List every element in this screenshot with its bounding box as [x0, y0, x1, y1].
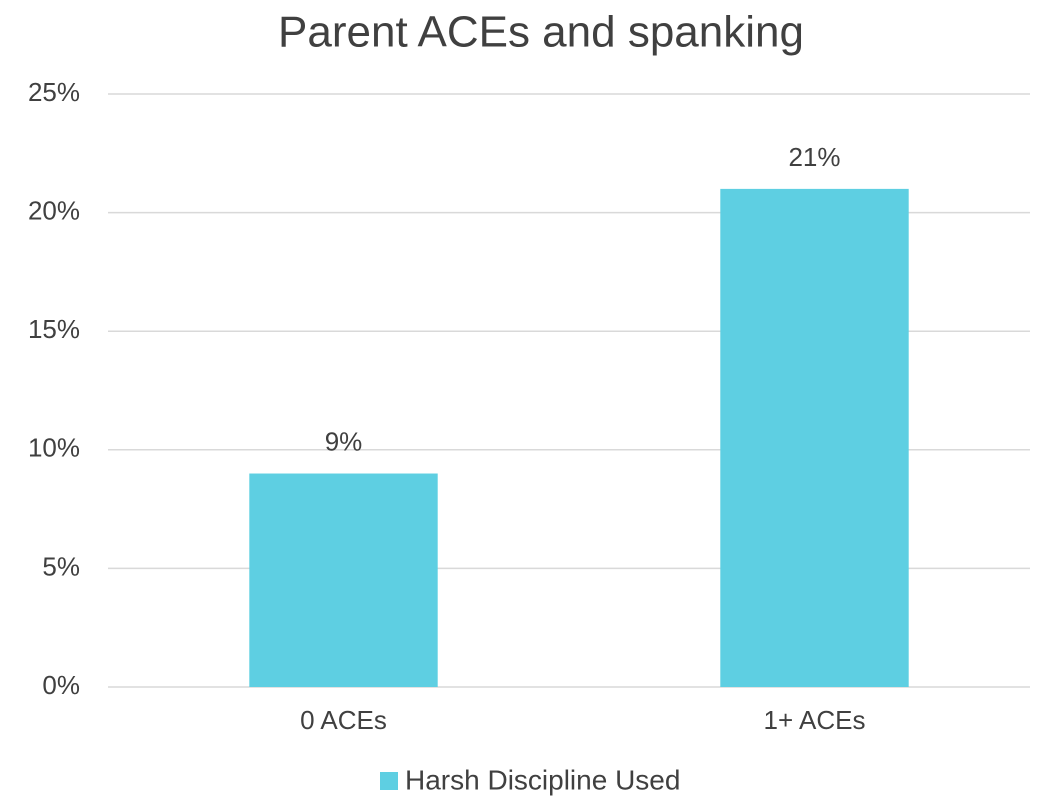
- y-tick-label: 25%: [28, 77, 80, 107]
- data-label: 9%: [325, 426, 363, 456]
- legend-label: Harsh Discipline Used: [405, 764, 680, 795]
- bar: [249, 473, 438, 687]
- y-tick-label: 5%: [42, 551, 80, 581]
- x-tick-label: 0 ACEs: [300, 705, 387, 735]
- chart-title: Parent ACEs and spanking: [278, 8, 804, 57]
- y-tick-label: 20%: [28, 195, 80, 225]
- x-tick-label: 1+ ACEs: [764, 705, 866, 735]
- y-tick-label: 0%: [42, 670, 80, 700]
- y-tick-label: 15%: [28, 314, 80, 344]
- data-label: 21%: [788, 142, 840, 172]
- y-tick-label: 10%: [28, 433, 80, 463]
- legend-swatch: [380, 772, 398, 790]
- bar: [720, 188, 909, 687]
